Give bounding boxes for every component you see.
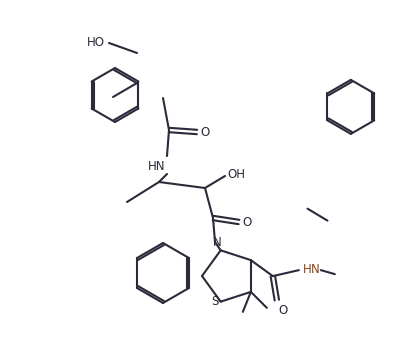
Text: N: N [213,236,221,249]
Text: HN: HN [148,160,166,173]
Text: OH: OH [227,168,245,181]
Text: O: O [200,125,210,138]
Text: O: O [278,303,288,317]
Text: H: H [302,263,311,276]
Text: O: O [242,216,251,228]
Text: S: S [211,295,218,308]
Text: HO: HO [87,35,105,48]
Text: N: N [310,263,319,276]
